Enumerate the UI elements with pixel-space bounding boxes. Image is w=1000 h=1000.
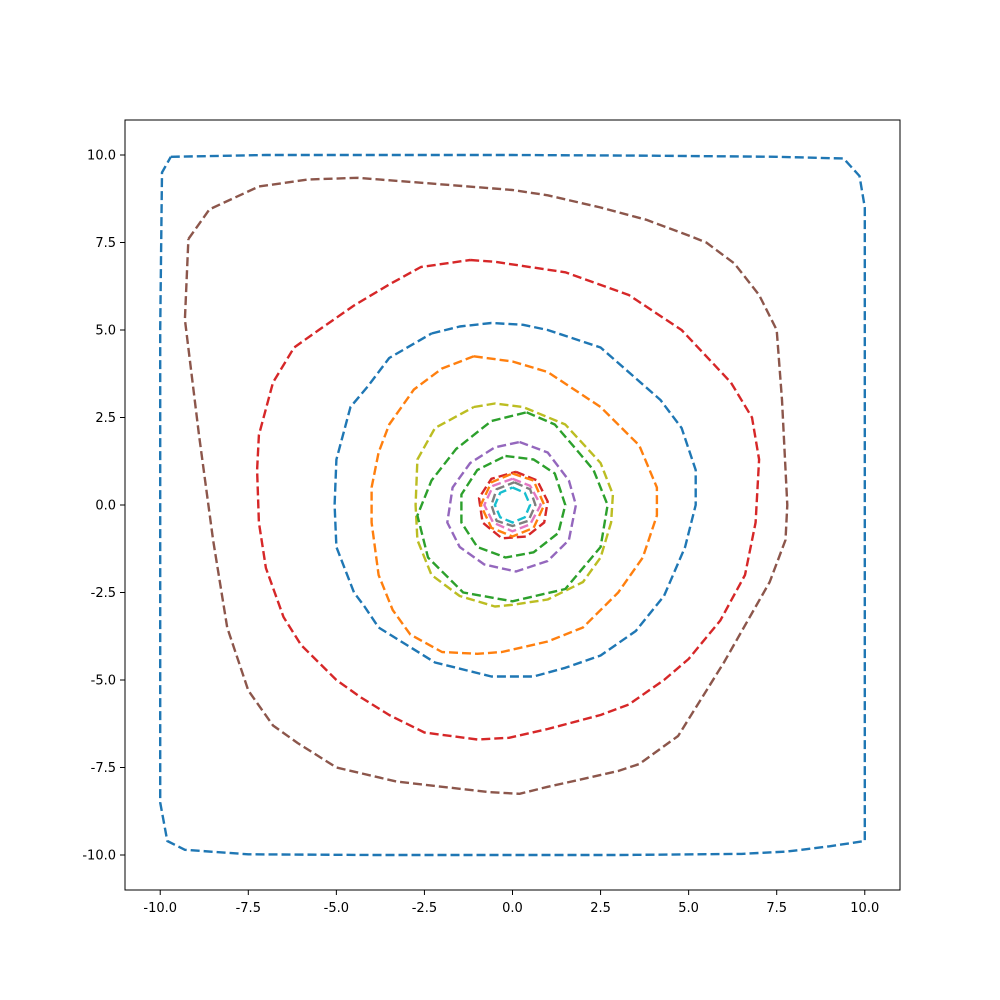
y-tick-label: -5.0 [91,674,116,689]
x-tick-label: 0.0 [502,901,523,916]
x-tick-label: -2.5 [412,901,437,916]
y-tick-label: 0.0 [95,499,116,514]
contour-line-13 [490,481,537,528]
contour-line-5 [370,355,659,655]
y-tick-label: 5.0 [95,324,116,339]
contour-line-3 [255,258,761,741]
x-tick-label: -5.0 [324,901,349,916]
contour-line-6 [414,402,615,608]
contour-line-1 [159,153,866,857]
contour-line-11 [479,472,546,538]
contour-line-8 [446,440,578,573]
contour-line-10 [477,470,549,540]
x-tick-label: 2.5 [590,901,611,916]
y-tick-label: -7.5 [91,761,116,776]
y-tick-label: -2.5 [91,586,116,601]
x-tick-label: 5.0 [678,901,699,916]
y-tick-label: 2.5 [95,411,116,426]
y-tick-label: 7.5 [95,236,116,251]
x-tick-label: 10.0 [850,901,879,916]
contour-line-9 [460,454,567,559]
y-tick-label: 10.0 [87,149,116,164]
contour-line-12 [483,477,542,533]
x-tick-label: 7.5 [766,901,787,916]
contour-line-2 [183,176,789,795]
x-axis: -10.0 -7.5 -5.0 -2.5 0.0 2.5 5.0 7.5 10.0 [143,890,879,916]
y-tick-label: -10.0 [82,849,116,864]
contour-line-7 [416,411,609,603]
curve-layer [159,153,866,857]
y-axis: -10.0 -7.5 -5.0 -2.5 0.0 2.5 5.0 7.5 10.0 [82,149,125,864]
contour-line-14 [493,486,532,524]
x-tick-label: -7.5 [236,901,261,916]
contour-line-4 [333,321,697,678]
x-tick-label: -10.0 [143,901,177,916]
